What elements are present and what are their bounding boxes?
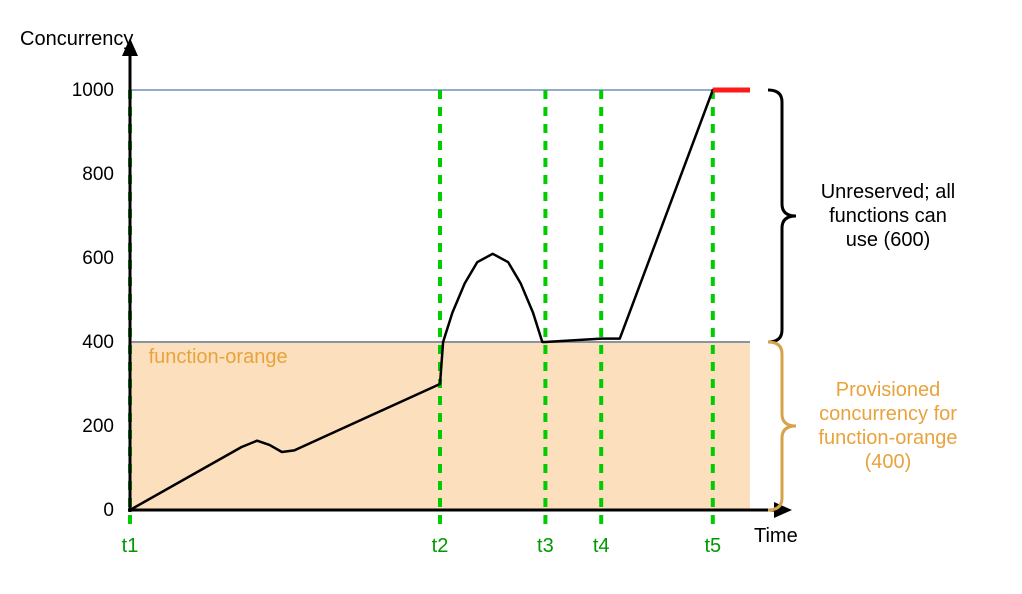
y-tick-1000: 1000 bbox=[72, 80, 114, 101]
annotation-provisioned-line-2: function-orange bbox=[819, 427, 958, 449]
y-tick-800: 800 bbox=[82, 164, 114, 185]
annotation-unreserved-line-0: Unreserved; all bbox=[821, 181, 956, 203]
x-axis-arrow bbox=[774, 502, 792, 518]
time-label-t5: t5 bbox=[704, 535, 721, 557]
brace-unreserved bbox=[768, 90, 796, 342]
y-tick-200: 200 bbox=[82, 416, 114, 437]
time-label-t1: t1 bbox=[122, 535, 139, 557]
y-tick-400: 400 bbox=[82, 332, 114, 353]
annotation-provisioned-line-1: concurrency for bbox=[819, 403, 957, 425]
time-label-t4: t4 bbox=[593, 535, 610, 557]
provisioned-region-label: function-orange bbox=[149, 346, 288, 368]
time-label-t2: t2 bbox=[432, 535, 449, 557]
annotation-provisioned-line-3: (400) bbox=[865, 451, 912, 473]
time-label-t3: t3 bbox=[537, 535, 554, 557]
x-axis-title: Time bbox=[754, 525, 798, 547]
annotation-provisioned-line-0: Provisioned bbox=[836, 379, 941, 401]
annotation-unreserved-line-2: use (600) bbox=[846, 229, 931, 251]
brace-provisioned bbox=[768, 342, 796, 510]
y-axis-title: Concurrency bbox=[20, 28, 133, 50]
annotation-unreserved-line-1: functions can bbox=[829, 205, 947, 227]
y-tick-0: 0 bbox=[103, 500, 114, 521]
y-tick-600: 600 bbox=[82, 248, 114, 269]
